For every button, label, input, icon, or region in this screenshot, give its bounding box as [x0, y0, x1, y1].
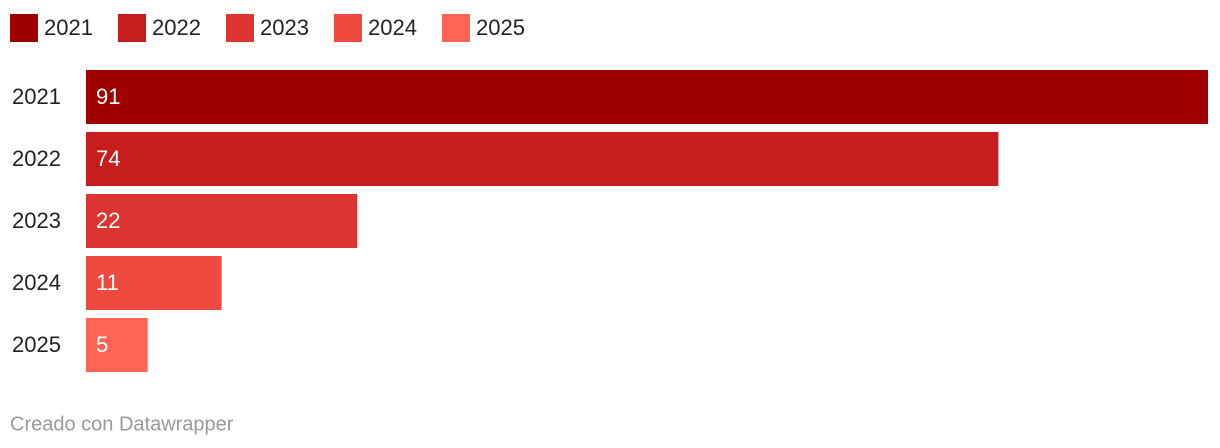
legend-swatch [334, 14, 362, 42]
bar [86, 318, 148, 372]
bar [86, 256, 222, 310]
value-label: 22 [96, 208, 120, 233]
legend-swatch [442, 14, 470, 42]
bar [86, 132, 999, 186]
y-tick-label: 2022 [12, 146, 61, 171]
value-label: 5 [96, 332, 108, 357]
value-label: 74 [96, 146, 120, 171]
value-label: 91 [96, 84, 120, 109]
value-label: 11 [96, 270, 119, 295]
legend-label: 2023 [260, 15, 309, 40]
y-tick-label: 2025 [12, 332, 61, 357]
legend-swatch [226, 14, 254, 42]
legend-label: 2025 [476, 15, 525, 40]
legend-label: 2024 [368, 15, 417, 40]
legend-label: 2021 [44, 15, 93, 40]
legend-swatch [118, 14, 146, 42]
bar [86, 194, 358, 248]
bar [86, 70, 1208, 124]
legend-swatch [10, 14, 38, 42]
legend-label: 2022 [152, 15, 201, 40]
footer: Creado con Datawrapper [10, 413, 234, 435]
y-tick-label: 2021 [12, 84, 61, 109]
y-tick-label: 2024 [12, 270, 61, 295]
y-tick-label: 2023 [12, 208, 61, 233]
